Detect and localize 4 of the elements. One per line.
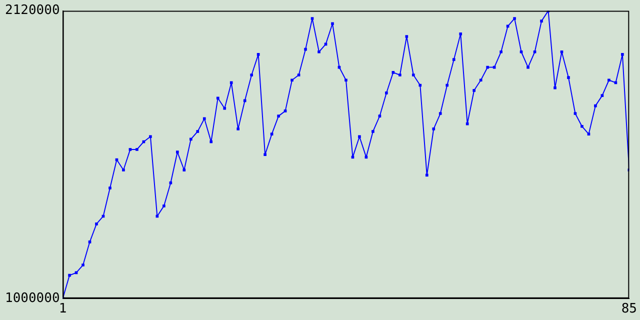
x-tick-label: 85 [621,302,637,317]
y-tick-label: 2120000 [4,3,60,18]
x-tick-label: 1 [58,302,67,317]
y-tick-label: 1000000 [4,290,60,306]
